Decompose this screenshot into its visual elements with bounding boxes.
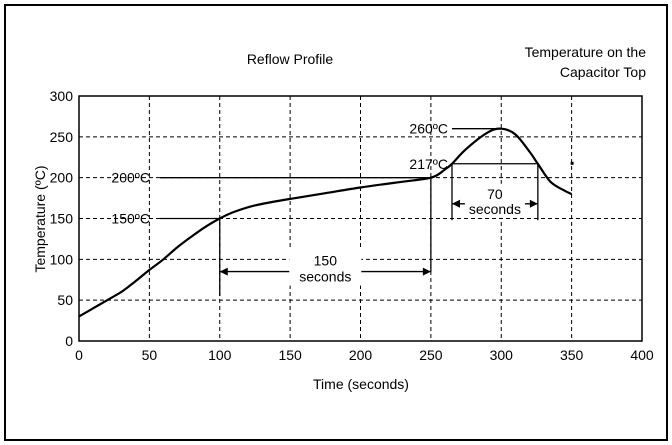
span-150-unit: seconds bbox=[299, 269, 351, 285]
y-axis-label: Temperature (ºC) bbox=[32, 165, 48, 272]
span-70-arrow-right bbox=[529, 199, 538, 208]
x-tick-label: 300 bbox=[490, 347, 514, 363]
y-tick-label: 300 bbox=[50, 88, 74, 104]
chart-frame bbox=[4, 4, 668, 441]
label-217c: 217ºC bbox=[409, 156, 448, 172]
y-tick-label: 100 bbox=[50, 251, 74, 267]
marker-dot bbox=[570, 161, 574, 165]
x-tick-label: 400 bbox=[630, 347, 654, 363]
span-150-arrow-left bbox=[219, 267, 228, 276]
x-tick-label: 0 bbox=[75, 347, 83, 363]
x-tick-label: 200 bbox=[349, 347, 373, 363]
label-150c: 150ºC bbox=[111, 211, 150, 227]
y-tick-label: 0 bbox=[65, 333, 73, 349]
label-260c: 260ºC bbox=[409, 121, 448, 137]
label-200c: 200ºC bbox=[111, 170, 150, 186]
chart-title: Reflow Profile bbox=[247, 51, 334, 67]
span-150-label-bg bbox=[289, 249, 362, 286]
span-70-value: 70 bbox=[487, 186, 503, 202]
span-70-arrow-left bbox=[451, 199, 460, 208]
span-150-value: 150 bbox=[314, 253, 338, 269]
y-tick-label: 200 bbox=[50, 170, 74, 186]
y-tick-labels: 0 50 100 150 200 250 300 bbox=[50, 88, 74, 349]
span-70-unit: seconds bbox=[469, 201, 521, 217]
span-150-arrow-right bbox=[422, 267, 431, 276]
subtitle-line-2: Capacitor Top bbox=[560, 64, 646, 80]
y-tick-label: 50 bbox=[57, 292, 73, 308]
x-axis-label: Time (seconds) bbox=[313, 376, 409, 392]
annotation-lines bbox=[160, 128, 574, 297]
x-tick-label: 50 bbox=[142, 347, 158, 363]
x-tick-label: 150 bbox=[278, 347, 302, 363]
x-tick-labels: 0 50 100 150 200 250 300 350 400 bbox=[75, 347, 654, 363]
plot-border bbox=[78, 95, 643, 342]
y-tick-label: 250 bbox=[50, 129, 74, 145]
span-70-label-bg bbox=[464, 183, 525, 218]
x-tick-label: 250 bbox=[419, 347, 443, 363]
x-tick-label: 350 bbox=[560, 347, 584, 363]
x-tick-label: 100 bbox=[208, 347, 232, 363]
y-tick-label: 150 bbox=[50, 211, 74, 227]
subtitle-line-1: Temperature on the bbox=[525, 44, 647, 60]
reflow-curve bbox=[78, 127, 573, 318]
